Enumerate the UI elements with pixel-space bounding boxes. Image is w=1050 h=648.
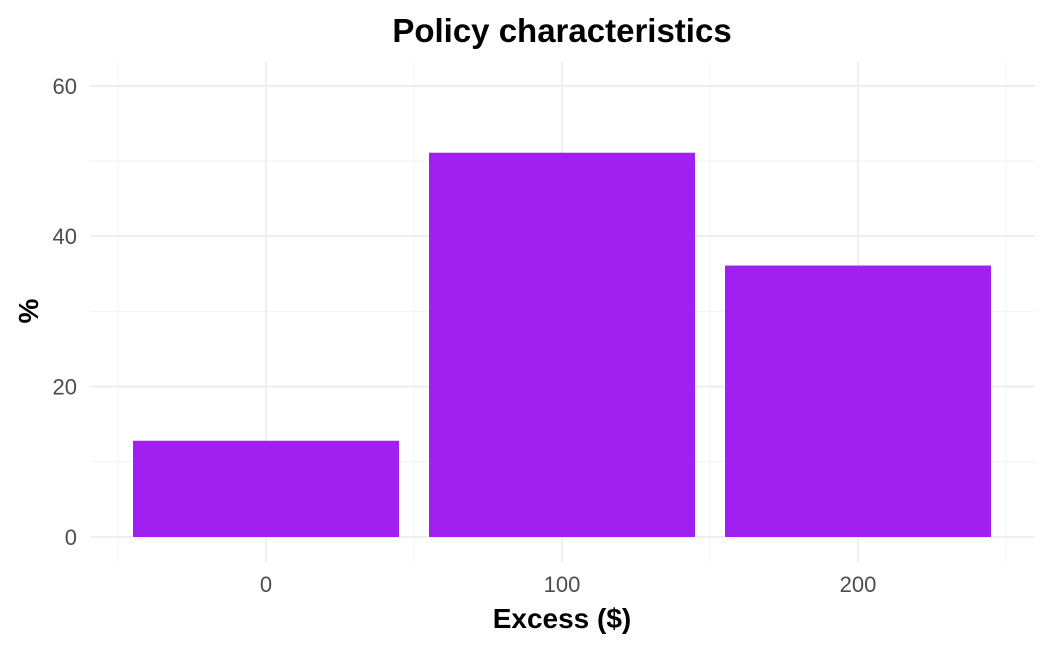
x-axis-label: Excess ($): [493, 603, 632, 634]
x-tick-label: 200: [840, 572, 877, 597]
x-tick-label: 0: [260, 572, 272, 597]
y-tick-label: 40: [53, 224, 77, 249]
y-tick-label: 0: [65, 525, 77, 550]
x-tick-label: 100: [544, 572, 581, 597]
y-tick-label: 60: [53, 74, 77, 99]
bar: [725, 265, 991, 537]
bar: [133, 440, 399, 537]
bars: [133, 152, 991, 537]
y-axis-label: %: [13, 298, 44, 323]
bar: [429, 152, 695, 537]
x-axis-ticks: 0 100 200: [260, 572, 876, 597]
y-tick-label: 20: [53, 375, 77, 400]
chart-title: Policy characteristics: [392, 12, 731, 49]
y-axis-ticks: 0 20 40 60: [53, 74, 77, 550]
